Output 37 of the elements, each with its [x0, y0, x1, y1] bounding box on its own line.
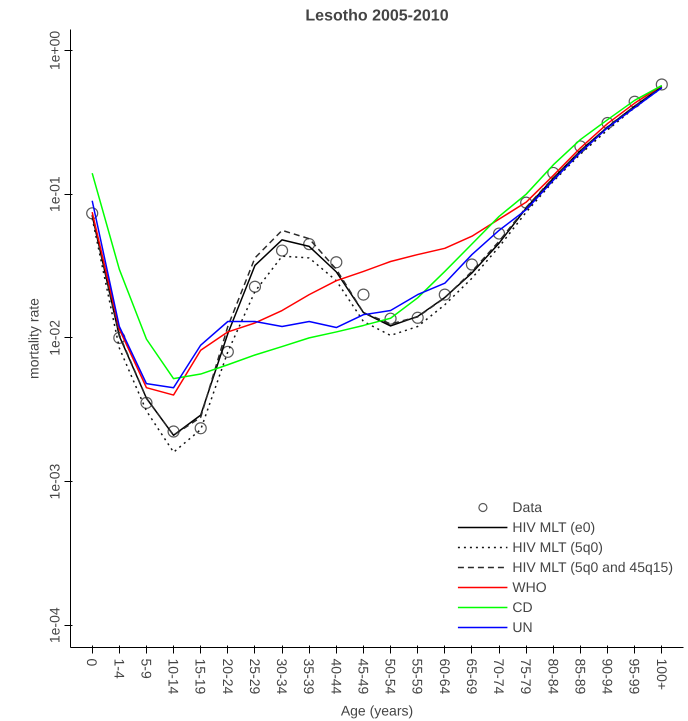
legend-label: UN — [512, 619, 533, 635]
y-tick-label: 1e-03 — [46, 463, 62, 500]
x-tick-label: 15-19 — [192, 658, 209, 695]
x-tick-label: 0 — [84, 658, 100, 666]
x-tick-label: 95-99 — [626, 658, 643, 695]
legend-label: HIV MLT (5q0 and 45q15) — [512, 559, 673, 575]
y-axis-title: mortality rate — [26, 298, 42, 379]
y-tick-label: 1e-04 — [46, 607, 62, 644]
x-tick-label: 1-4 — [111, 658, 128, 679]
x-tick-label: 75-79 — [518, 658, 534, 695]
x-tick-label: 55-59 — [410, 658, 426, 695]
x-axis-title: Age (years) — [340, 702, 414, 718]
chart-title: Lesotho 2005-2010 — [305, 8, 449, 24]
x-tick-label: 40-44 — [328, 658, 344, 695]
x-tick-label: 80-84 — [545, 658, 562, 695]
x-tick-label: 30-34 — [274, 658, 290, 695]
x-tick-label: 10-14 — [166, 658, 182, 695]
x-tick-label: 60-64 — [436, 658, 453, 695]
legend-label: HIV MLT (5q0) — [512, 539, 603, 555]
x-tick-label: 100+ — [654, 658, 670, 690]
legend-label: HIV MLT (e0) — [512, 519, 596, 535]
x-tick-label: 25-29 — [246, 658, 263, 695]
x-tick-label: 90-94 — [600, 658, 616, 695]
x-tick-label: 85-89 — [572, 658, 588, 695]
x-tick-label: 45-49 — [355, 658, 372, 695]
x-tick-label: 70-74 — [491, 658, 508, 695]
y-tick-label: 1e-01 — [46, 176, 62, 212]
legend-label: Data — [512, 499, 542, 515]
x-tick-label: 5-9 — [138, 658, 154, 679]
x-tick-label: 50-54 — [382, 658, 399, 695]
x-tick-label: 20-24 — [220, 658, 236, 695]
y-tick-label: 1e-02 — [46, 320, 62, 356]
legend-label: CD — [512, 599, 533, 615]
x-tick-label: 35-39 — [301, 658, 318, 695]
y-tick-label: 1e+00 — [46, 30, 62, 70]
x-tick-label: 65-69 — [464, 658, 480, 695]
legend-label: WHO — [512, 579, 547, 595]
